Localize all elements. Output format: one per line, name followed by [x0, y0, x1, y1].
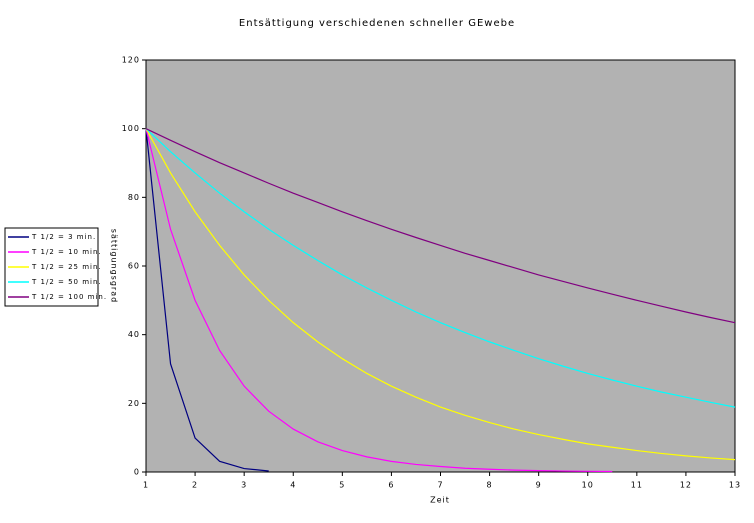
- x-tick-label: 5: [339, 481, 345, 490]
- legend-label: T 1/2 = 100 min.: [31, 293, 107, 301]
- legend-label: T 1/2 = 25 min.: [31, 263, 102, 271]
- y-tick-label: 120: [122, 56, 140, 65]
- chart-title: Entsättigung verschiedenen schneller GEw…: [239, 18, 515, 29]
- x-tick-label: 4: [290, 481, 296, 490]
- x-tick-label: 2: [192, 481, 198, 490]
- x-tick-label: 1: [143, 481, 149, 490]
- x-tick-label: 8: [487, 481, 493, 490]
- legend: T 1/2 = 3 min. T 1/2 = 10 min. T 1/2 = 25 …: [4, 227, 107, 307]
- x-tick-label: 10: [582, 481, 594, 490]
- series-line: [145, 128, 269, 472]
- legend-label: T 1/2 = 10 min.: [31, 248, 102, 256]
- legend-label: T 1/2 = 50 min.: [31, 278, 102, 286]
- y-tick-label: 40: [128, 330, 140, 339]
- plot-area: [145, 59, 736, 473]
- y-tick-label: 60: [128, 262, 140, 271]
- y-tick-label: 0: [134, 468, 140, 477]
- x-axis-label: Zeit: [430, 496, 450, 505]
- x-tick-label: 13: [729, 481, 741, 490]
- x-tick-label: 7: [437, 481, 443, 490]
- y-tick-label: 80: [128, 193, 140, 202]
- x-tick-label: 11: [631, 481, 643, 490]
- x-tick-label: 6: [388, 481, 394, 490]
- x-tick-label: 12: [680, 481, 692, 490]
- x-tick-label: 9: [536, 481, 542, 490]
- series-line: [145, 128, 613, 473]
- series-line: [145, 128, 736, 461]
- series-line: [145, 128, 736, 408]
- series-line: [145, 128, 736, 324]
- y-axis-label: sättigungsgrad: [110, 229, 119, 303]
- legend-label: T 1/2 = 3 min.: [31, 233, 96, 241]
- y-tick-label: 100: [122, 124, 140, 133]
- y-tick-label: 20: [128, 399, 140, 408]
- x-tick-label: 3: [241, 481, 247, 490]
